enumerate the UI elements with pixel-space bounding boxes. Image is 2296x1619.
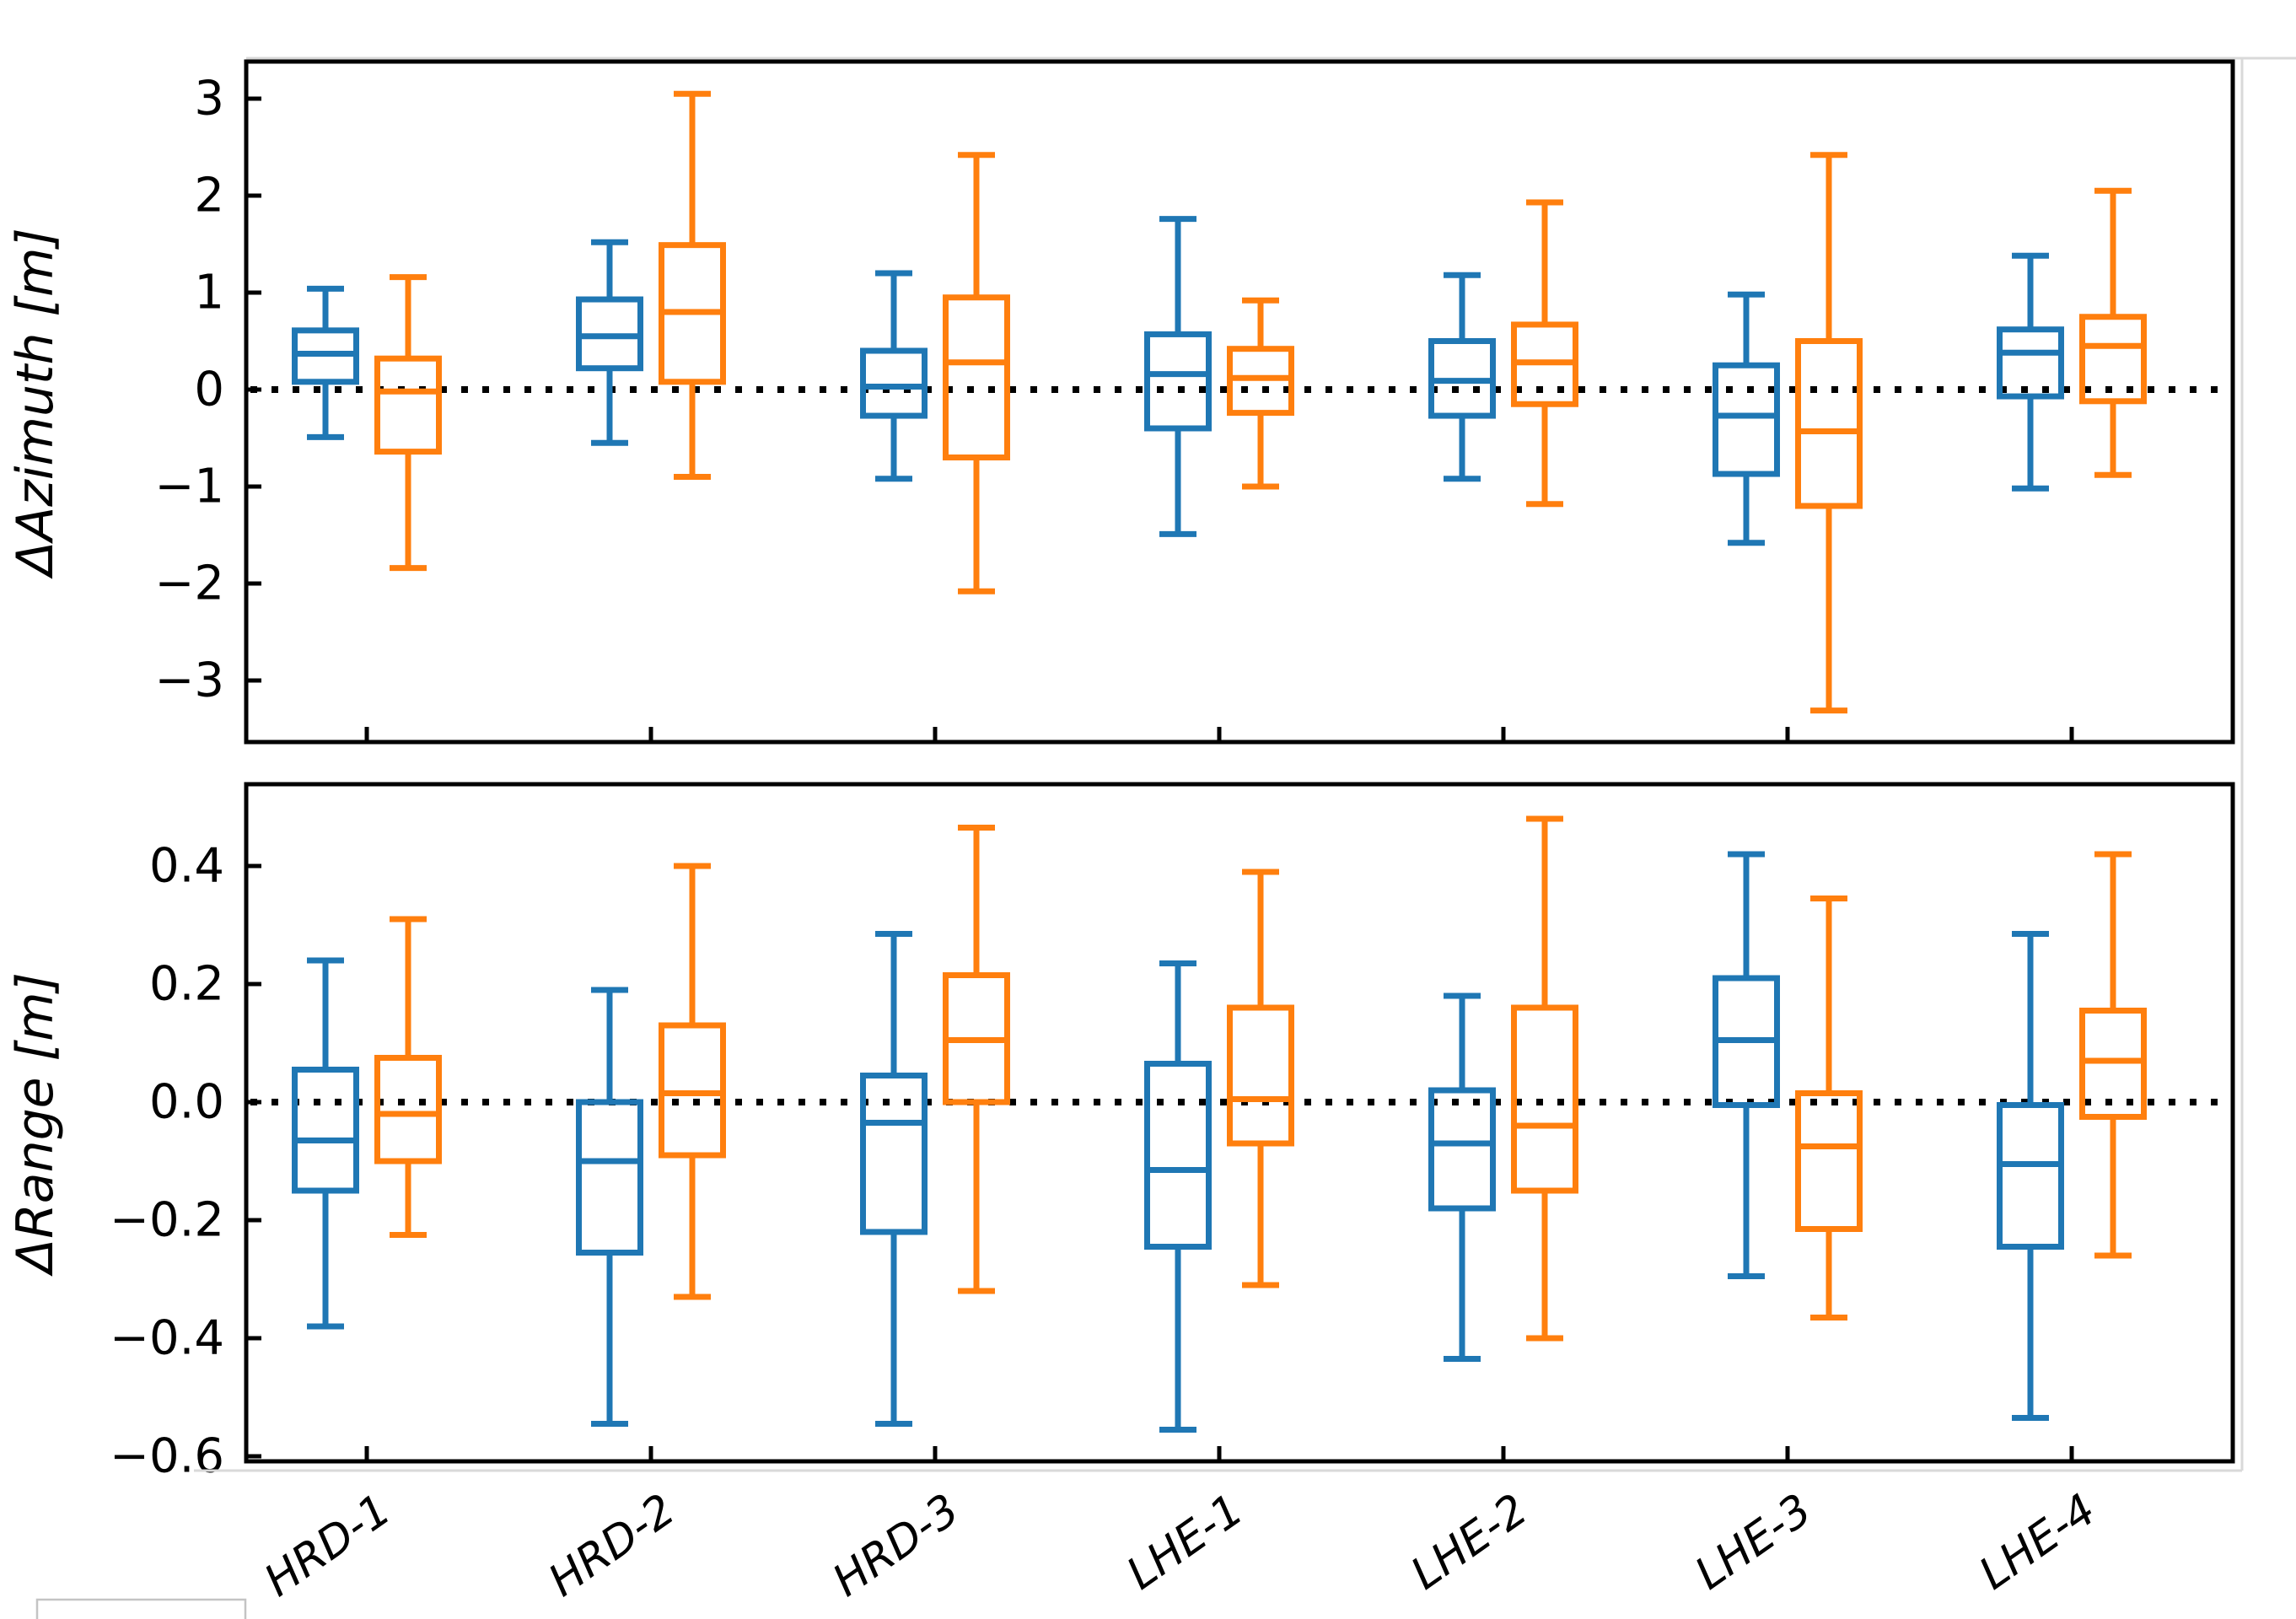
box-azimuth-HRD-1-orange-iqr [374,355,442,455]
y-tick-label-azimuth: 2 [194,169,224,223]
x-tick-label-LHE-3: LHE-3 [1686,1484,1821,1600]
box-azimuth-LHE-3-blue-iqr [1713,362,1780,477]
box-range-LHE-3-orange-iqr [1795,1090,1863,1232]
box-azimuth-LHE-4-blue-iqr [1997,326,2064,400]
y-tick-label-range: 0.2 [149,957,224,1012]
x-tick-label-HRD-1: HRD-1 [255,1484,400,1606]
x-tick-label-LHE-2: LHE-2 [1402,1484,1537,1600]
box-range-HRD-1-orange-iqr [374,1055,442,1164]
box-range-LHE-1-orange-iqr [1227,1004,1294,1147]
x-tick-label-LHE-1: LHE-1 [1118,1484,1253,1600]
x-tick-label-HRD-2: HRD-2 [540,1484,684,1606]
box-range-LHE-2-orange-iqr [1511,1004,1578,1194]
y-tick-label-azimuth: −3 [154,654,224,708]
box-range-HRD-2-blue-iqr [576,1099,643,1256]
box-range-HRD-3-blue-iqr [860,1073,928,1235]
y-tick-label-azimuth: −2 [154,557,224,611]
box-range-LHE-2-blue-iqr [1428,1087,1496,1212]
box-azimuth-HRD-3-orange-iqr [943,294,1010,460]
y-tick-label-range: −0.6 [110,1429,224,1484]
y-tick-label-azimuth: −1 [154,460,224,514]
y-axis-label-range: ΔRange [m] [6,972,65,1277]
y-tick-label-range: 0.4 [149,839,224,894]
y-tick-label-azimuth: 1 [194,266,224,320]
y-tick-label-azimuth: 0 [194,363,224,417]
cutoff-corner-box [35,1598,247,1619]
y-tick-label-azimuth: 3 [194,72,224,126]
box-range-LHE-4-blue-iqr [1997,1102,2064,1250]
box-azimuth-LHE-4-orange-iqr [2079,314,2147,405]
box-azimuth-HRD-3-blue-iqr [860,347,928,419]
y-axis-label-azimuth: ΔAzimuth [m] [6,228,65,579]
box-azimuth-LHE-3-orange-iqr [1795,338,1863,509]
box-range-HRD-1-blue-iqr [292,1067,359,1194]
y-tick-label-range: −0.2 [110,1193,224,1248]
x-tick-label-HRD-3: HRD-3 [824,1484,968,1606]
axes-frame-azimuth [244,59,2235,745]
y-tick-label-range: 0.0 [149,1075,224,1130]
box-azimuth-LHE-1-blue-iqr [1144,331,1212,432]
y-tick-label-range: −0.4 [110,1311,224,1366]
box-range-LHE-1-blue-iqr [1144,1061,1212,1250]
axes-frame-range [244,782,2235,1464]
x-tick-label-LHE-4: LHE-4 [1971,1484,2105,1600]
